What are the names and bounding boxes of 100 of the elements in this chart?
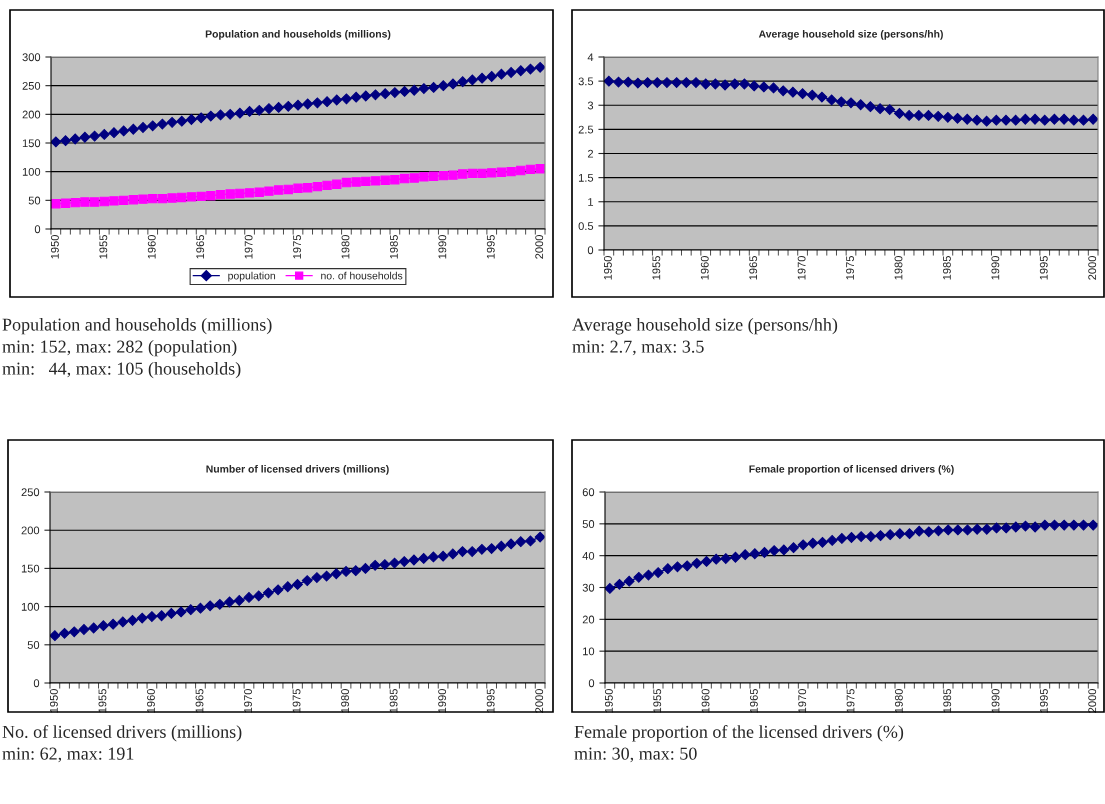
point xyxy=(534,61,545,73)
point xyxy=(302,98,314,110)
point xyxy=(409,173,419,183)
point xyxy=(253,104,265,116)
point xyxy=(525,164,536,175)
point xyxy=(147,120,159,132)
point xyxy=(311,97,323,109)
point xyxy=(233,595,245,606)
point xyxy=(884,529,896,541)
point xyxy=(1087,113,1098,125)
point xyxy=(661,77,673,88)
point xyxy=(476,72,488,84)
point xyxy=(99,196,109,207)
point xyxy=(78,624,90,635)
point xyxy=(836,533,848,544)
x-tick-label: 1960 xyxy=(700,255,709,280)
point xyxy=(1000,522,1012,534)
y-tick-label: 60 xyxy=(582,488,595,497)
point xyxy=(730,551,741,563)
x-tick-label: 1980 xyxy=(894,688,903,713)
point xyxy=(797,88,808,100)
point xyxy=(962,524,973,536)
point xyxy=(1078,519,1089,531)
y-tick-label: 1.5 xyxy=(578,174,594,182)
y-tick-label: 50 xyxy=(582,520,595,528)
point xyxy=(710,553,722,565)
point xyxy=(749,548,761,560)
point xyxy=(788,542,799,554)
y-tick-label: 0 xyxy=(587,246,594,255)
point xyxy=(448,170,458,180)
x-tick-label: 1965 xyxy=(749,256,758,280)
point xyxy=(350,565,362,577)
point xyxy=(923,109,934,121)
point xyxy=(224,596,235,608)
point xyxy=(379,559,391,571)
point xyxy=(807,537,819,549)
point xyxy=(476,543,488,555)
point xyxy=(495,540,507,552)
point xyxy=(864,101,876,113)
point xyxy=(399,173,410,184)
point xyxy=(913,525,925,537)
point xyxy=(204,600,216,612)
point xyxy=(390,175,400,185)
y-tick-label: 40 xyxy=(582,551,595,560)
text: min: 62, max: 191 xyxy=(2,747,134,763)
point xyxy=(913,109,925,121)
point xyxy=(127,614,138,626)
point xyxy=(1029,113,1041,125)
y-tick-label: 300 xyxy=(22,53,41,62)
x-tick-label: 1975 xyxy=(846,256,854,280)
point xyxy=(243,592,255,603)
point xyxy=(991,522,1002,534)
point xyxy=(361,176,371,187)
x-tick-label: 1985 xyxy=(942,256,951,280)
point xyxy=(845,97,857,109)
legend-label: no. of households xyxy=(321,271,403,280)
point xyxy=(341,93,352,105)
point xyxy=(166,116,178,128)
point xyxy=(768,82,779,94)
point xyxy=(97,620,109,632)
point xyxy=(437,550,449,562)
point xyxy=(331,94,343,106)
point xyxy=(671,77,683,88)
point xyxy=(874,103,886,115)
point xyxy=(98,128,110,140)
point xyxy=(971,114,983,126)
point xyxy=(262,587,274,599)
point xyxy=(496,167,507,177)
point xyxy=(137,122,149,133)
point xyxy=(167,193,177,203)
point xyxy=(894,528,906,540)
point xyxy=(1010,114,1022,126)
y-tick-label: 3 xyxy=(587,101,594,110)
point xyxy=(70,197,80,208)
point xyxy=(60,198,71,208)
point xyxy=(1078,114,1089,126)
y-tick-label: 0.5 xyxy=(578,222,594,231)
point xyxy=(292,99,304,111)
y-tick-label: 1 xyxy=(588,198,594,206)
point xyxy=(486,71,498,82)
point xyxy=(759,547,770,558)
text: Population and households (millions) xyxy=(2,318,272,335)
point xyxy=(341,177,352,188)
point xyxy=(303,183,313,193)
point xyxy=(622,76,634,88)
point xyxy=(225,189,235,199)
point xyxy=(351,177,361,187)
point xyxy=(196,191,206,202)
point xyxy=(826,534,838,546)
x-tick-label: 1970 xyxy=(797,255,806,280)
point xyxy=(748,80,760,92)
y-tick-label: 2 xyxy=(587,149,594,158)
point xyxy=(903,109,915,121)
point xyxy=(466,74,478,86)
x-tick-label: 1995 xyxy=(486,235,495,259)
y-tick-label: 20 xyxy=(582,615,595,624)
point xyxy=(447,548,459,560)
point xyxy=(904,528,915,540)
point xyxy=(961,113,973,125)
point xyxy=(923,526,935,538)
